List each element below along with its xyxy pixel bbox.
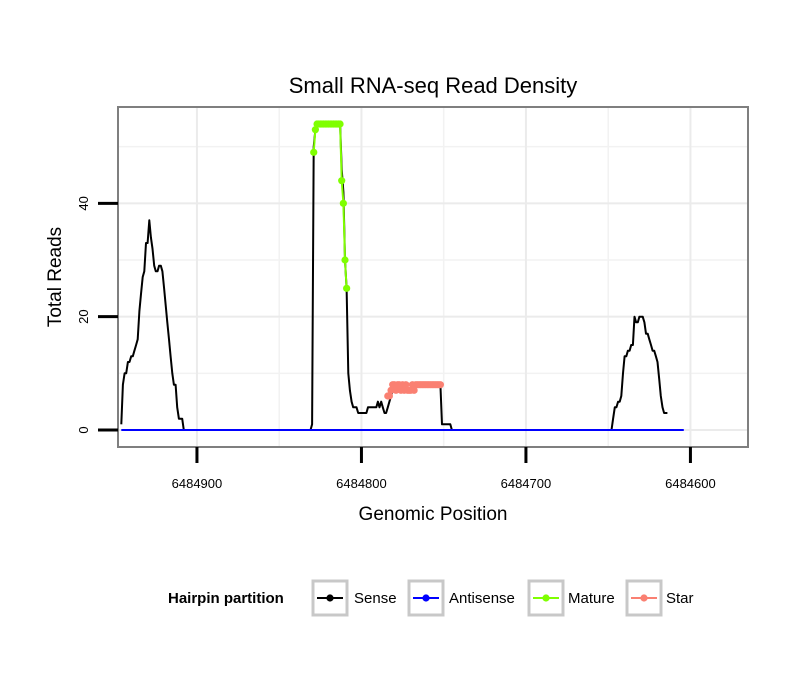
chart-title: Small RNA-seq Read Density — [289, 73, 578, 98]
x-tick-label: 6484900 — [172, 476, 223, 491]
data-point-star — [402, 381, 410, 389]
legend-label-sense: Sense — [354, 590, 397, 607]
data-point-mature — [310, 148, 318, 156]
data-point-star — [436, 381, 445, 389]
x-tick-label: 6484600 — [665, 476, 716, 491]
legend-key-point — [542, 594, 550, 602]
data-point-mature — [343, 284, 351, 292]
legend-entries: Sense Antisense Mature Star — [311, 579, 694, 617]
series-layer — [120, 120, 684, 431]
legend-key-point — [326, 594, 334, 602]
series-line-sense — [120, 123, 668, 431]
y-axis-title: Total Reads — [45, 227, 66, 327]
series-mature — [310, 120, 351, 292]
y-tick-label: 40 — [76, 196, 91, 210]
y-axis-ticks: 0 20 40 — [76, 196, 118, 434]
x-tick-label: 6484800 — [336, 476, 387, 491]
data-point-mature — [338, 177, 346, 185]
data-point-star — [385, 392, 394, 400]
x-axis-title: Genomic Position — [359, 504, 508, 525]
data-point-star — [392, 386, 400, 394]
data-point-star — [387, 386, 395, 394]
data-point-mature — [336, 120, 344, 128]
legend-label-antisense: Antisense — [449, 590, 515, 607]
legend-key-point — [422, 594, 430, 602]
plot-panel — [118, 107, 748, 447]
series-sense — [120, 123, 668, 431]
data-point-mature — [339, 199, 347, 207]
plot-border — [117, 106, 749, 448]
series-star — [384, 381, 445, 400]
legend-key-point — [640, 594, 648, 602]
y-tick-label: 20 — [76, 309, 91, 323]
legend-title: Hairpin partition — [168, 590, 284, 607]
legend-entry-antisense: Antisense — [407, 579, 515, 617]
x-axis-ticks: 6484900 6484800 6484700 6484600 — [172, 447, 716, 491]
x-tick-label: 6484700 — [501, 476, 552, 491]
y-tick-label: 0 — [76, 426, 91, 433]
legend-entry-sense: Sense — [311, 579, 397, 617]
data-point-mature — [311, 126, 319, 134]
legend-label-mature: Mature — [568, 590, 615, 607]
legend-label-star: Star — [666, 590, 694, 607]
data-point-mature — [341, 256, 349, 264]
data-point-star — [410, 386, 418, 394]
legend-entry-star: Star — [625, 579, 694, 617]
legend: Hairpin partition Sense Antisense Mature St… — [168, 579, 694, 617]
legend-entry-mature: Mature — [527, 579, 615, 617]
